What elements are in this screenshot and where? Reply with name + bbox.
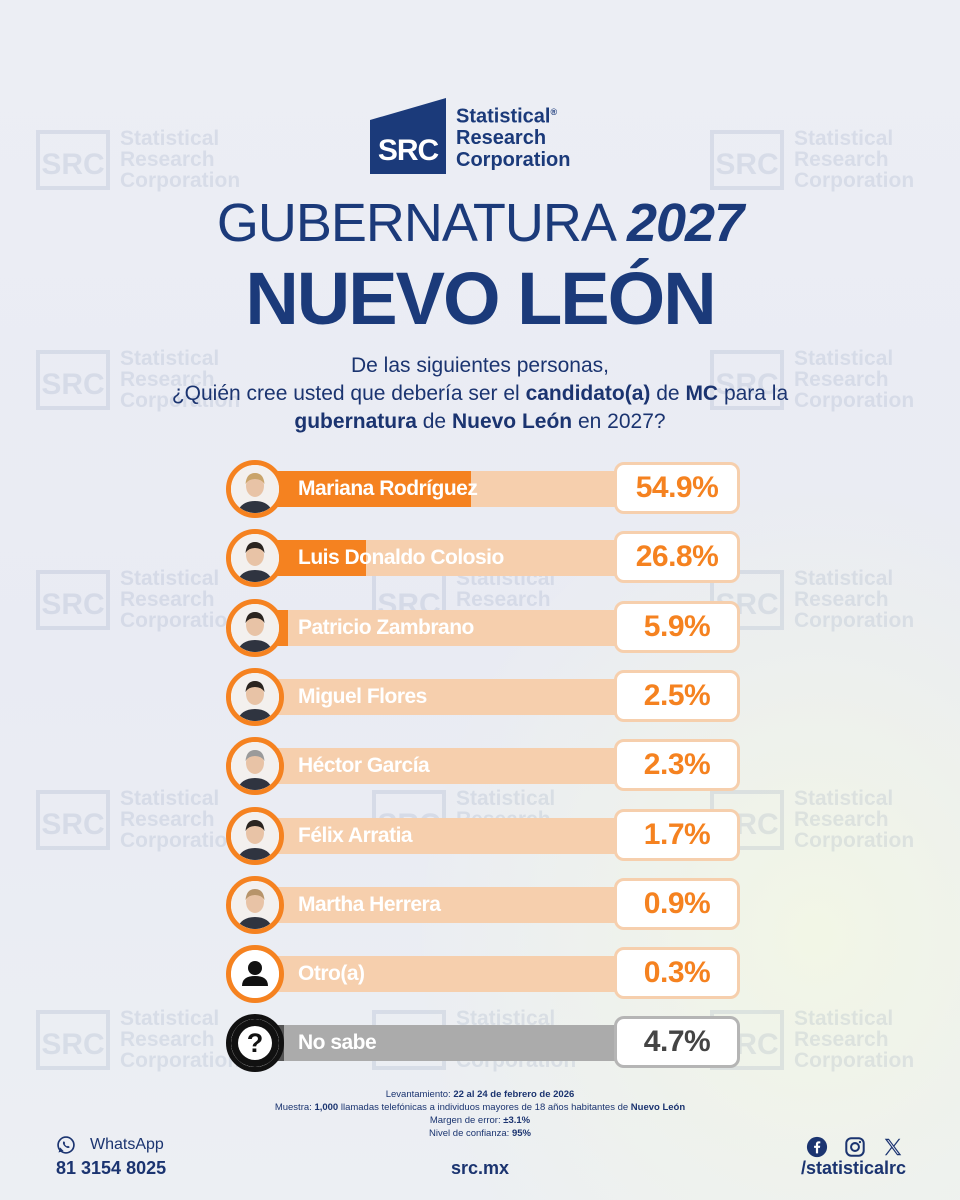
bar-label: Luis Donaldo Colosio [298, 546, 504, 570]
question-icon: ? [226, 1014, 284, 1073]
x-icon[interactable] [882, 1136, 904, 1158]
candidate-photo-felix-arratia [226, 806, 284, 865]
bar-row-mariana-rodriguez: Mariana Rodríguez 54.9% [226, 460, 742, 518]
bar-track [266, 817, 640, 854]
data-label: 2.3% [614, 739, 740, 792]
bar-label: Mariana Rodríguez [298, 477, 478, 500]
social-handle[interactable]: /statisticalrc [800, 1158, 906, 1178]
bar-row-martha-herrera: Martha Herrera 0.9% [226, 875, 742, 934]
phone-number[interactable]: 81 3154 8025 [56, 1158, 167, 1178]
website-link[interactable]: src.mx [450, 1158, 510, 1178]
bar [266, 471, 472, 507]
watermark-mark: SRC [36, 1009, 110, 1070]
candidate-photo-patricio-zambrano [226, 598, 284, 657]
src-logo: SRC Statistical® Research Corporation [370, 98, 570, 174]
bar-row-no-sabe: No sabe 4.7%? [226, 1014, 742, 1073]
candidate-photo-luis-donaldo-colosio [226, 529, 284, 588]
whatsapp-contact[interactable]: WhatsApp [56, 1135, 164, 1155]
bar-row-otro: Otro(a) 0.3% [226, 945, 742, 1004]
watermark-mark: SRC [710, 129, 784, 190]
bar-track [266, 886, 640, 923]
whatsapp-icon [57, 1136, 75, 1154]
bar-track [266, 609, 640, 646]
data-label: 0.3% [614, 947, 740, 1000]
logo-letters: SRC [377, 134, 439, 167]
bar-row-hector-garcia: Héctor García 2.3% [226, 737, 742, 796]
bar-label: Héctor García [298, 754, 430, 778]
bar-track [266, 678, 640, 715]
bar-track [266, 956, 640, 993]
page-title: GUBERNATURA 2027 [216, 193, 744, 253]
social-links [806, 1136, 904, 1158]
bar-label: Patricio Zambrano [298, 615, 474, 639]
whatsapp-label: WhatsApp [90, 1136, 164, 1153]
candidate-photo-martha-herrera [226, 875, 284, 934]
watermark-mark: SRC [36, 129, 110, 190]
candidate-photo-miguel-flores [226, 667, 284, 726]
bar-label: Félix Arratia [298, 823, 413, 847]
bar-label: Martha Herrera [298, 892, 441, 916]
page-subtitle: NUEVO LEÓN [245, 257, 716, 340]
person-icon [226, 945, 284, 1004]
candidate-photo-mariana-rodriguez [226, 460, 284, 518]
bar-row-patricio-zambrano: Patricio Zambrano 5.9% [226, 598, 742, 657]
bar-row-felix-arratia: Félix Arratia 1.7% [226, 806, 742, 865]
instagram-icon[interactable] [844, 1136, 866, 1158]
data-label: 5.9% [614, 600, 740, 653]
logo-text: Statistical® Research Corporation [456, 105, 571, 172]
data-label: 0.9% [614, 877, 740, 930]
data-label: 1.7% [614, 808, 740, 861]
data-label: 4.7% [614, 1016, 740, 1069]
facebook-icon[interactable] [806, 1136, 828, 1158]
data-label: 26.8% [614, 531, 740, 584]
bar-track [266, 748, 640, 785]
data-label: 2.5% [614, 669, 740, 722]
bar-label: Miguel Flores [298, 684, 427, 708]
survey-question: De las siguientes personas, ¿Quién cree … [171, 354, 789, 433]
methodology-notes: Levantamiento: 22 al 24 de febrero de 20… [274, 1089, 686, 1139]
bar-label: Otro(a) [298, 962, 365, 986]
watermark-mark: SRC [36, 789, 110, 850]
data-label: 54.9% [614, 462, 740, 514]
logo-shape [370, 98, 446, 174]
logo-mark: SRC [370, 98, 446, 174]
svg-text:?: ? [247, 1028, 264, 1058]
watermark-mark: SRC [36, 569, 110, 630]
bar-label: No sabe [298, 1031, 377, 1055]
bar-row-luis-donaldo-colosio: Luis Donaldo Colosio 26.8% [226, 529, 742, 588]
candidate-photo-hector-garcia [226, 737, 284, 796]
bar-track [266, 1025, 640, 1062]
bar-row-miguel-flores: Miguel Flores 2.5% [226, 667, 742, 726]
